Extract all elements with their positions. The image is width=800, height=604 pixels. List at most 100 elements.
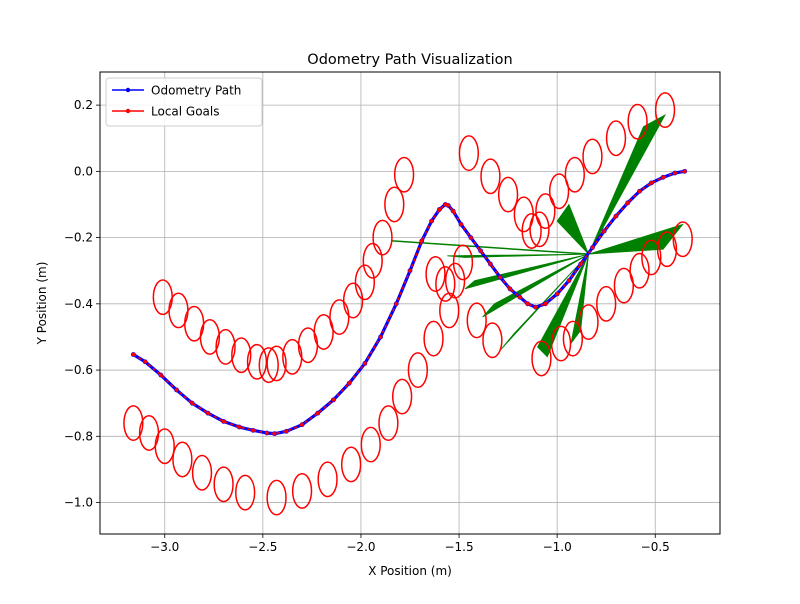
goal-ellipses [123, 92, 693, 516]
goal-ellipse [154, 428, 175, 465]
legend-odometry-marker [125, 87, 131, 93]
local-goal-point [533, 305, 538, 310]
goal-ellipse [582, 138, 603, 175]
goal-ellipse [378, 405, 399, 442]
plot-frame [99, 71, 721, 535]
goal-ellipse [529, 211, 550, 248]
goal-ellipse [172, 441, 193, 478]
local-goal-point [602, 229, 607, 233]
local-goal-point [190, 401, 195, 406]
grid [100, 72, 720, 534]
legend-box [105, 77, 263, 127]
y-tick-label: −0.2 [64, 231, 93, 245]
local-goal-point [131, 352, 136, 357]
local-goal-point [478, 248, 483, 253]
y-tick-label: −0.6 [64, 363, 93, 377]
goal-ellipse [258, 347, 279, 384]
ray-fan [464, 253, 589, 290]
local-goal-point [272, 431, 277, 436]
goal-ellipse [482, 322, 503, 359]
local-goal-point [221, 419, 226, 424]
goal-ellipse [629, 252, 650, 289]
local-goal-point [347, 381, 352, 386]
ray-line [392, 240, 589, 255]
y-tick-label: −0.4 [64, 297, 93, 311]
goal-ellipse [444, 262, 466, 299]
local-goal-point [459, 222, 463, 227]
local-goal-point [143, 359, 148, 364]
legend-odometry-label: Odometry Path [151, 84, 241, 98]
goal-ellipse [425, 256, 446, 292]
x-tick-label: −3.0 [150, 540, 179, 554]
goal-ellipse [329, 299, 350, 336]
local-goal-point [158, 373, 163, 377]
goal-ellipse [266, 345, 287, 382]
goal-ellipse [613, 267, 635, 304]
goal-ellipse [550, 325, 572, 362]
goal-ellipse [423, 320, 444, 357]
local-goal-point [419, 239, 424, 243]
x-tick-label: −2.5 [248, 540, 277, 554]
local-goal-point [174, 388, 179, 392]
goal-ellipse [384, 186, 405, 223]
x-tick-label: −0.5 [641, 540, 670, 554]
goal-ellipse [246, 343, 268, 380]
goal-ellipse [266, 479, 287, 516]
local-goal-point [578, 262, 583, 266]
local-goal-point [264, 431, 269, 435]
goal-ellipse [654, 92, 676, 129]
local-goal-point [331, 397, 336, 402]
goal-ellipse [393, 156, 415, 193]
goal-ellipse [215, 328, 236, 365]
local-goal-point [590, 245, 595, 250]
local-goal-point [362, 361, 367, 366]
local-goal-point [443, 202, 448, 207]
goal-ellipse [466, 302, 487, 339]
local-goal-point [451, 209, 456, 213]
local-goal-point [437, 207, 442, 212]
local-goal-point [394, 301, 399, 306]
goal-ellipse [656, 231, 678, 268]
local-goal-point [300, 422, 304, 427]
local-goal-point [567, 278, 571, 283]
x-tick-label: −2.0 [346, 540, 375, 554]
goal-ellipse [562, 320, 584, 357]
goal-ellipse [578, 304, 599, 341]
goal-ellipse [548, 173, 570, 210]
goal-ellipse [340, 446, 362, 483]
local-goal-point [614, 214, 618, 218]
goal-ellipse [531, 340, 552, 377]
goal-ellipse [313, 314, 334, 350]
local-goal-point [498, 275, 503, 280]
goal-ellipse [191, 454, 213, 491]
x-tick-label: −1.5 [444, 540, 473, 554]
goal-ellipse [497, 176, 519, 213]
local-goal-point [625, 200, 630, 205]
goal-ellipse [535, 193, 556, 230]
goal-ellipse [521, 212, 542, 249]
ray-fan [588, 114, 667, 255]
goal-ellipse [480, 158, 501, 195]
goal-ellipse [360, 426, 381, 463]
local-goal-point [284, 429, 289, 434]
y-tick-label: 0.2 [74, 98, 93, 112]
goal-ellipse [435, 265, 456, 302]
goal-ellipse [372, 219, 393, 256]
local-goal-point [408, 268, 412, 273]
local-goal-point [237, 425, 242, 429]
ray-fan [556, 203, 589, 255]
goal-ellipse [123, 405, 144, 442]
local-goal-point [682, 169, 687, 174]
goal-ellipse [458, 135, 480, 172]
goal-ellipse [291, 472, 313, 509]
local-goal-point [446, 203, 451, 208]
goal-ellipse [391, 378, 413, 415]
axis-ticks: −3.0 −2.5 −2.0 −1.5 −1.0 −0.5 0.2 0.0 −0.2 −0.4 −0… [64, 98, 670, 554]
local-goal-point [251, 428, 255, 433]
goal-ellipse [317, 461, 338, 498]
local-goal-point [555, 291, 560, 296]
local-goal-point [525, 301, 530, 306]
ray-fan [570, 254, 589, 344]
goal-ellipse [362, 242, 383, 279]
